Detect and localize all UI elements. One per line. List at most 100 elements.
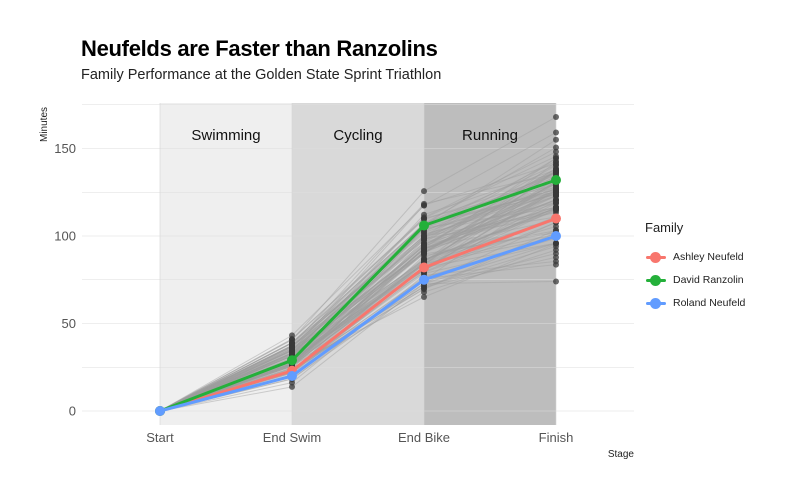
participant-point bbox=[553, 278, 559, 285]
participant-point bbox=[289, 379, 295, 386]
series-line-david-ranzolin bbox=[159, 178, 557, 413]
participant-line bbox=[159, 199, 557, 412]
participant-line bbox=[159, 172, 557, 412]
series-point-david-ranzolin bbox=[551, 175, 561, 185]
participant-point bbox=[421, 294, 427, 301]
participant-line bbox=[159, 281, 557, 412]
participant-line bbox=[159, 226, 557, 412]
y-tick-label: 50 bbox=[62, 316, 76, 331]
participant-line bbox=[159, 202, 557, 412]
participant-point bbox=[553, 148, 559, 155]
series-point-roland-neufeld bbox=[419, 274, 429, 285]
participant-line bbox=[159, 170, 557, 412]
participant-line bbox=[159, 199, 557, 412]
participant-line bbox=[159, 208, 557, 412]
participant-line bbox=[159, 132, 557, 412]
y-axis-ticks: 0 50 100 150 bbox=[54, 141, 76, 419]
x-tick-label: Start bbox=[146, 430, 174, 445]
participant-point bbox=[553, 153, 559, 160]
participant-line bbox=[159, 147, 557, 412]
participant-line bbox=[159, 188, 557, 412]
stage-band-cycling bbox=[292, 103, 424, 425]
participant-line bbox=[159, 243, 557, 412]
participant-line bbox=[159, 185, 557, 412]
participant-point bbox=[289, 350, 295, 357]
legend-label: Ashley Neufeld bbox=[673, 250, 744, 263]
participant-line bbox=[159, 157, 557, 412]
series-point-ashley-neufeld bbox=[419, 262, 429, 273]
legend-label: Roland Neufeld bbox=[673, 296, 746, 309]
participant-line bbox=[159, 186, 557, 412]
chart-subtitle: Family Performance at the Golden State S… bbox=[81, 67, 442, 83]
participant-line bbox=[159, 199, 557, 412]
participant-point bbox=[421, 200, 427, 207]
participant-line bbox=[159, 169, 557, 412]
chart-title: Neufelds are Faster than Ranzolins bbox=[81, 36, 438, 61]
participant-line bbox=[159, 242, 557, 412]
participant-point bbox=[553, 162, 559, 169]
series-line-roland-neufeld bbox=[159, 234, 557, 413]
participant-line bbox=[159, 199, 557, 412]
legend-key bbox=[645, 273, 667, 287]
participant-line bbox=[159, 219, 557, 412]
participant-line bbox=[159, 209, 557, 412]
participant-point bbox=[553, 223, 559, 230]
family-series bbox=[155, 175, 561, 416]
legend-key bbox=[645, 296, 667, 310]
participant-line bbox=[159, 191, 557, 412]
participant-point bbox=[553, 129, 559, 136]
participant-line bbox=[159, 191, 557, 412]
series-point-ashley-neufeld bbox=[551, 213, 561, 224]
participant-point bbox=[289, 340, 295, 347]
participant-line bbox=[159, 169, 557, 412]
participant-point bbox=[421, 285, 427, 292]
participant-point bbox=[553, 158, 559, 165]
participant-point bbox=[421, 243, 427, 250]
participant-line bbox=[159, 195, 557, 412]
participant-line bbox=[159, 176, 557, 412]
series-line-ashley-neufeld bbox=[159, 217, 557, 413]
participant-point bbox=[421, 214, 427, 221]
participant-line bbox=[159, 163, 557, 412]
x-tick-label: End Swim bbox=[263, 430, 322, 445]
series-point-david-ranzolin bbox=[419, 220, 429, 231]
legend-items: Ashley Neufeld David Ranzolin Roland Neufe… bbox=[645, 245, 745, 314]
stage-label-swimming: Swimming bbox=[191, 127, 260, 144]
participant-line bbox=[159, 164, 557, 412]
participant-line bbox=[159, 182, 557, 412]
participant-line bbox=[159, 256, 557, 412]
participant-line bbox=[159, 186, 557, 412]
series-point-roland-neufeld bbox=[551, 231, 561, 241]
participant-line bbox=[159, 172, 557, 412]
participant-line bbox=[159, 206, 557, 412]
participant-line bbox=[159, 181, 557, 412]
x-axis-title: Stage bbox=[608, 449, 635, 460]
participant-point bbox=[421, 250, 427, 257]
legend-title: Family bbox=[645, 220, 684, 235]
participant-line bbox=[159, 180, 557, 412]
legend: Family Ashley Neufeld David Ranzolin Rolan… bbox=[645, 220, 745, 314]
legend-item-david-ranzolin: David Ranzolin bbox=[645, 268, 745, 291]
participant-line bbox=[159, 178, 557, 412]
participant-point bbox=[289, 345, 295, 352]
participant-line bbox=[159, 182, 557, 412]
participant-line bbox=[159, 180, 557, 412]
x-tick-label: Finish bbox=[539, 430, 574, 445]
legend-item-ashley-neufeld: Ashley Neufeld bbox=[645, 245, 745, 268]
series-point-david-ranzolin bbox=[287, 355, 297, 366]
y-axis-title: Minutes bbox=[39, 107, 50, 142]
participant-line bbox=[159, 193, 557, 412]
x-axis-ticks: Start End Swim End Bike Finish bbox=[146, 430, 573, 445]
participant-line bbox=[159, 139, 557, 412]
participant-line bbox=[159, 202, 557, 412]
participant-point bbox=[553, 187, 559, 194]
participant-line bbox=[159, 170, 557, 412]
participant-point bbox=[553, 144, 559, 151]
participant-line bbox=[159, 151, 557, 412]
participant-line bbox=[159, 168, 557, 412]
participant-point bbox=[553, 204, 559, 211]
participant-point bbox=[553, 114, 559, 120]
stage-label-cycling: Cycling bbox=[333, 127, 382, 144]
participant-point bbox=[553, 199, 559, 206]
